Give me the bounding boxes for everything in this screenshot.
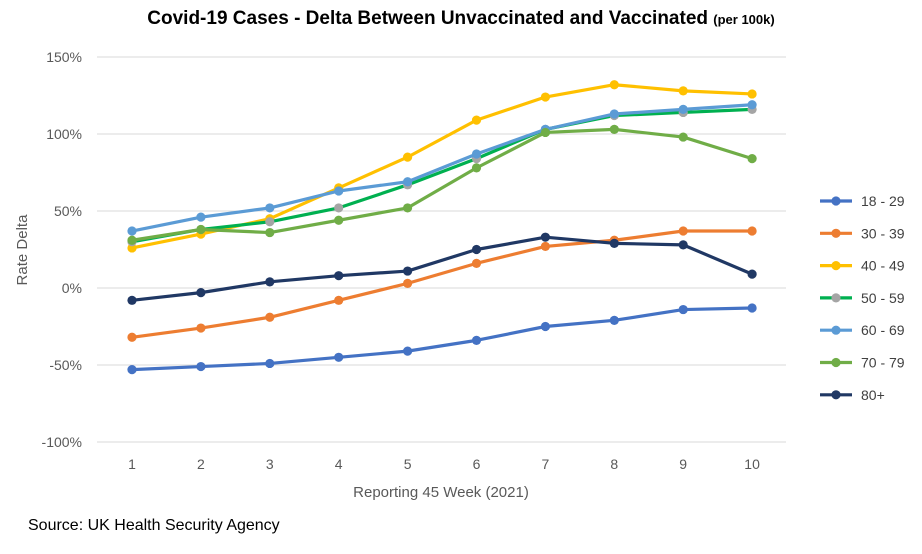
data-point-70-79 [609,124,619,134]
legend-marker-30-39 [831,228,841,238]
legend-marker-50-59 [831,293,841,303]
y-tick-label: 50% [54,203,82,219]
data-point-60-69 [678,104,688,114]
data-point-70-79 [196,224,206,235]
x-tick-label: 10 [744,456,760,472]
data-point-80plus [403,266,413,276]
legend-label-60-69: 60 - 69 [861,322,905,338]
data-point-30-39 [678,226,688,236]
data-point-18-29 [540,321,551,332]
data-point-30-39 [334,295,344,305]
x-axis-label: Reporting 45 Week (2021) [353,484,529,501]
data-point-70-79 [403,203,413,213]
data-point-80plus [678,240,688,250]
data-point-60-69 [403,177,413,187]
data-point-18-29 [265,358,275,369]
legend-label-40-49: 40 - 49 [861,258,905,274]
data-point-18-29 [747,303,757,313]
x-tick-label: 3 [266,456,274,472]
data-point-18-29 [609,315,619,325]
data-point-80plus [540,232,551,242]
data-point-40-49 [747,89,757,99]
x-tick-label: 2 [197,456,205,472]
x-tick-label: 1 [128,456,136,472]
data-point-18-29 [334,352,344,362]
data-point-80plus [127,295,137,305]
y-tick-label: -50% [49,357,82,373]
legend-marker-40-49 [831,261,841,271]
legend-label-18-29: 18 - 29 [861,193,905,209]
data-point-50-59 [334,203,344,213]
data-point-70-79 [334,215,344,225]
data-point-18-29 [471,335,482,345]
x-tick-label: 6 [473,456,481,472]
chart-title-suffix: (per 100k) [713,12,775,27]
data-point-80plus [196,288,206,298]
legend-marker-70-79 [831,357,841,368]
data-point-60-69 [471,149,482,159]
y-tick-label: 150% [46,49,82,65]
data-point-18-29 [678,304,688,315]
legend-label-30-39: 30 - 39 [861,225,905,241]
x-tick-label: 4 [335,456,343,472]
data-point-60-69 [747,100,757,110]
legend-label-70-79: 70 - 79 [861,355,905,371]
data-point-60-69 [609,109,619,119]
y-tick-label: 100% [46,126,82,142]
data-point-40-49 [609,80,619,90]
data-point-50-59 [265,217,275,227]
data-point-40-49 [403,152,413,162]
legend-label-80plus: 80+ [861,387,885,403]
chart-title-text: Covid-19 Cases - Delta Between Unvaccina… [147,8,708,29]
data-point-30-39 [403,278,413,288]
data-point-70-79 [127,235,137,245]
x-tick-label: 8 [610,456,618,472]
data-point-80plus [471,244,482,255]
source-note: Source: UK Health Security Agency [28,517,280,534]
data-point-70-79 [540,127,551,138]
series-line-30-39 [130,229,754,339]
data-point-30-39 [747,226,757,236]
data-point-80plus [609,238,619,248]
series-line-18-29 [130,306,754,372]
data-point-60-69 [127,226,137,236]
data-point-70-79 [747,154,757,164]
data-point-30-39 [540,241,551,252]
legend-marker-80plus [831,390,841,400]
data-point-30-39 [471,258,482,268]
y-tick-label: 0% [62,280,82,296]
data-point-18-29 [127,365,137,375]
data-point-30-39 [265,312,275,322]
x-tick-label: 5 [404,456,412,472]
data-point-40-49 [540,92,551,102]
data-point-30-39 [196,323,206,333]
data-point-60-69 [265,203,275,213]
data-point-40-49 [678,86,688,96]
data-point-60-69 [196,212,206,222]
y-axis-label: Rate Delta [14,214,31,286]
series-line-70-79 [130,127,754,242]
data-point-70-79 [678,132,688,142]
series-line-80plus [130,235,754,302]
legend-marker-60-69 [831,325,841,335]
data-point-80plus [265,277,275,287]
legend-marker-18-29 [831,196,841,206]
data-point-40-49 [471,115,482,125]
data-point-18-29 [403,346,413,356]
series-line-50-59 [130,107,754,244]
chart-title: Covid-19 Cases - Delta Between Unvaccina… [0,8,922,30]
data-point-30-39 [127,332,137,342]
data-point-80plus [334,271,344,281]
data-point-18-29 [196,361,206,372]
data-point-80plus [747,269,757,279]
y-tick-label: -100% [42,434,82,450]
series-line-60-69 [130,103,754,233]
x-tick-label: 7 [542,456,550,472]
legend-label-50-59: 50 - 59 [861,290,905,306]
data-point-70-79 [471,163,482,173]
data-point-70-79 [265,227,275,238]
x-tick-label: 9 [679,456,687,472]
data-point-60-69 [334,186,344,196]
